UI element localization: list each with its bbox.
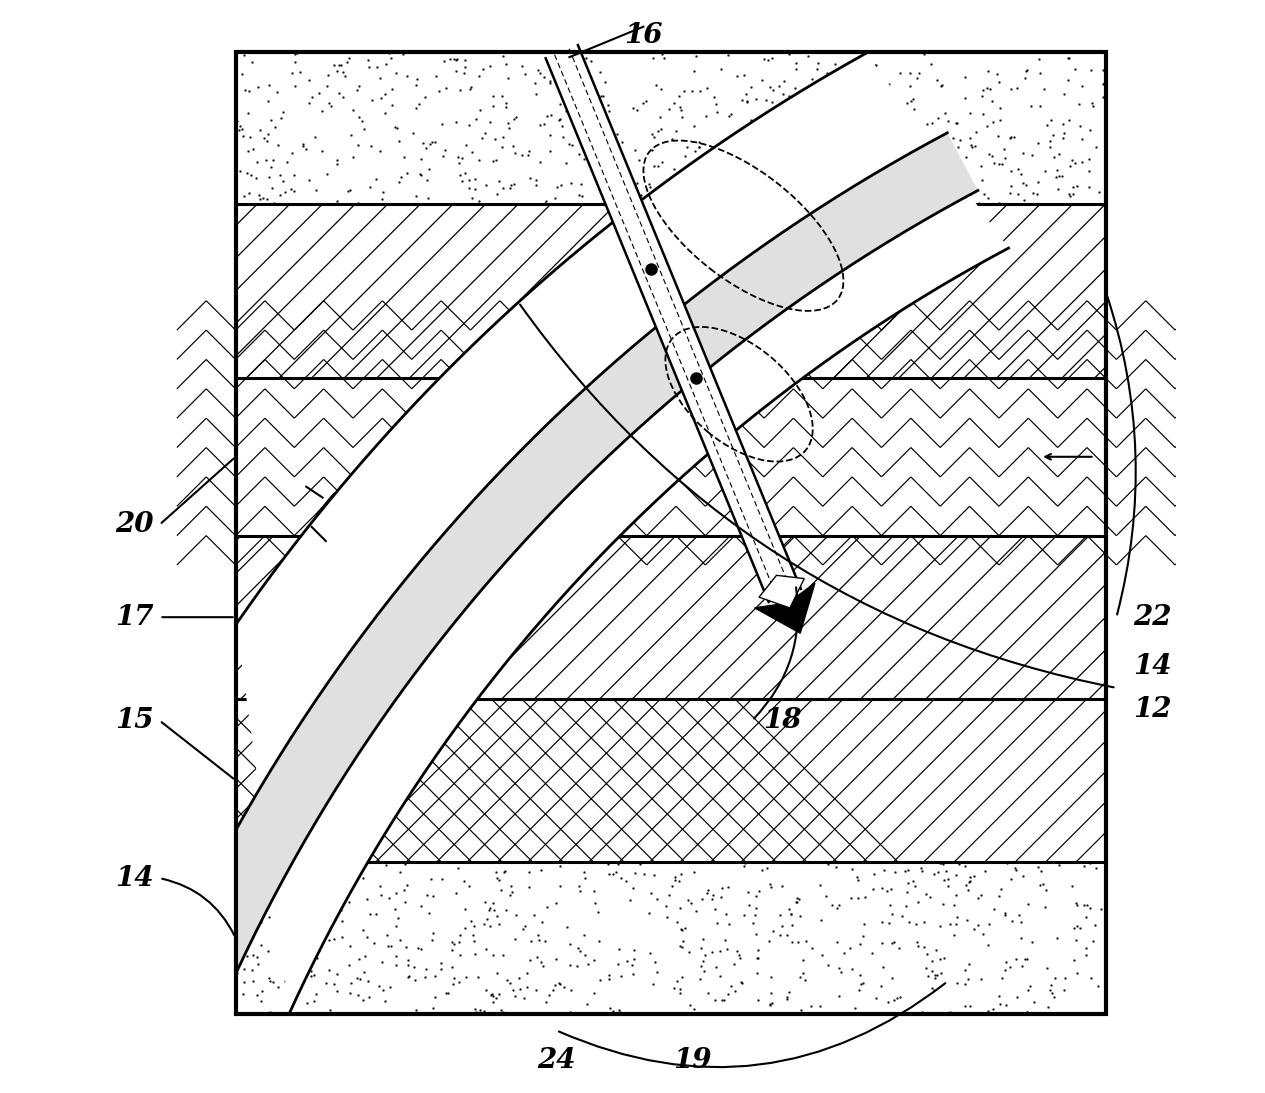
Polygon shape: [237, 54, 1008, 1013]
Polygon shape: [759, 575, 805, 608]
Text: 15: 15: [115, 707, 154, 734]
Text: 17: 17: [115, 603, 154, 631]
Text: 12: 12: [1132, 696, 1171, 724]
Text: 14: 14: [1132, 653, 1171, 680]
Text: 16: 16: [624, 22, 663, 49]
Polygon shape: [235, 133, 978, 974]
Text: 22: 22: [1132, 603, 1171, 631]
Bar: [235, 51, 1106, 1014]
Text: 14: 14: [115, 865, 154, 892]
Polygon shape: [545, 45, 801, 602]
Text: 20: 20: [115, 512, 154, 538]
Polygon shape: [754, 583, 815, 633]
Bar: [235, 51, 1106, 1014]
Text: 24: 24: [538, 1047, 576, 1073]
Text: 18: 18: [763, 707, 802, 734]
Text: 19: 19: [673, 1047, 711, 1073]
